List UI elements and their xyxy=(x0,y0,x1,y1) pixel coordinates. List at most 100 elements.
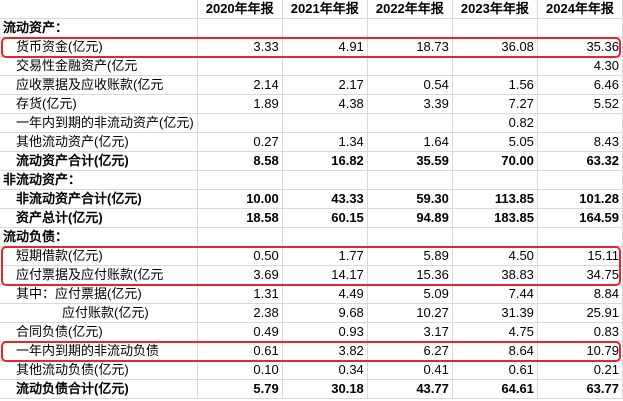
value-cell[interactable]: 2.14 xyxy=(197,75,283,95)
value-cell[interactable]: 1.77 xyxy=(282,246,368,266)
value-cell[interactable]: 1.89 xyxy=(197,94,283,114)
value-cell[interactable]: 7.27 xyxy=(452,94,538,114)
value-cell[interactable]: 60.15 xyxy=(282,208,368,228)
value-cell[interactable]: 5.89 xyxy=(367,246,453,266)
row-label-cell[interactable]: 一年内到期的非流动负债 xyxy=(0,341,198,361)
value-cell[interactable] xyxy=(197,170,283,190)
value-cell[interactable]: 1.56 xyxy=(452,75,538,95)
value-cell[interactable]: 34.75 xyxy=(537,265,623,285)
value-cell[interactable]: 0.27 xyxy=(197,132,283,152)
value-cell[interactable]: 8.64 xyxy=(452,341,538,361)
year-header-cell[interactable]: 2020年年报 xyxy=(197,0,283,19)
value-cell[interactable]: 8.58 xyxy=(197,151,283,171)
value-cell[interactable]: 2.38 xyxy=(197,303,283,323)
row-label-cell[interactable]: 合同负债(亿元) xyxy=(0,322,198,342)
value-cell[interactable]: 0.21 xyxy=(537,360,623,380)
value-cell[interactable] xyxy=(367,113,453,133)
row-label-cell[interactable]: 流动负债合计(亿元) xyxy=(0,379,198,399)
row-label-cell[interactable]: 一年内到期的非流动资产(亿元) xyxy=(0,113,198,133)
value-cell[interactable] xyxy=(367,227,453,247)
value-cell[interactable]: 0.61 xyxy=(452,360,538,380)
value-cell[interactable]: 0.82 xyxy=(452,113,538,133)
value-cell[interactable]: 94.89 xyxy=(367,208,453,228)
value-cell[interactable]: 15.11 xyxy=(537,246,623,266)
row-label-cell[interactable]: 货币资金(亿元) xyxy=(0,37,198,57)
value-cell[interactable]: 70.00 xyxy=(452,151,538,171)
value-cell[interactable]: 0.50 xyxy=(197,246,283,266)
value-cell[interactable] xyxy=(197,113,283,133)
value-cell[interactable]: 63.77 xyxy=(537,379,623,399)
value-cell[interactable]: 18.58 xyxy=(197,208,283,228)
value-cell[interactable]: 4.38 xyxy=(282,94,368,114)
row-label-cell[interactable]: 应付票据及应付账款(亿元 xyxy=(0,265,198,285)
value-cell[interactable]: 0.61 xyxy=(197,341,283,361)
value-cell[interactable] xyxy=(452,170,538,190)
value-cell[interactable]: 36.08 xyxy=(452,37,538,57)
value-cell[interactable]: 3.17 xyxy=(367,322,453,342)
value-cell[interactable]: 4.75 xyxy=(452,322,538,342)
value-cell[interactable]: 4.49 xyxy=(282,284,368,304)
value-cell[interactable]: 0.54 xyxy=(367,75,453,95)
row-label-cell[interactable]: 非流动资产： xyxy=(0,170,198,190)
value-cell[interactable] xyxy=(367,56,453,76)
value-cell[interactable]: 10.00 xyxy=(197,189,283,209)
value-cell[interactable]: 31.39 xyxy=(452,303,538,323)
row-label-cell[interactable]: 非流动资产合计(亿元) xyxy=(0,189,198,209)
value-cell[interactable]: 8.43 xyxy=(537,132,623,152)
value-cell[interactable]: 38.83 xyxy=(452,265,538,285)
value-cell[interactable]: 6.46 xyxy=(537,75,623,95)
value-cell[interactable]: 1.31 xyxy=(197,284,283,304)
value-cell[interactable]: 4.30 xyxy=(537,56,623,76)
value-cell[interactable]: 14.17 xyxy=(282,265,368,285)
value-cell[interactable] xyxy=(452,56,538,76)
value-cell[interactable]: 25.91 xyxy=(537,303,623,323)
value-cell[interactable] xyxy=(197,18,283,38)
value-cell[interactable]: 7.44 xyxy=(452,284,538,304)
value-cell[interactable] xyxy=(197,227,283,247)
value-cell[interactable]: 16.82 xyxy=(282,151,368,171)
value-cell[interactable]: 3.82 xyxy=(282,341,368,361)
row-label-cell[interactable]: 存货(亿元) xyxy=(0,94,198,114)
value-cell[interactable]: 101.28 xyxy=(537,189,623,209)
value-cell[interactable]: 59.30 xyxy=(367,189,453,209)
value-cell[interactable]: 15.36 xyxy=(367,265,453,285)
value-cell[interactable]: 35.59 xyxy=(367,151,453,171)
value-cell[interactable] xyxy=(197,56,283,76)
row-label-cell[interactable]: 其他流动负债(亿元) xyxy=(0,360,198,380)
value-cell[interactable]: 35.36 xyxy=(537,37,623,57)
row-label-cell[interactable]: 短期借款(亿元) xyxy=(0,246,198,266)
value-cell[interactable]: 164.59 xyxy=(537,208,623,228)
value-cell[interactable]: 3.69 xyxy=(197,265,283,285)
value-cell[interactable]: 4.91 xyxy=(282,37,368,57)
value-cell[interactable] xyxy=(537,18,623,38)
value-cell[interactable] xyxy=(537,227,623,247)
value-cell[interactable]: 1.34 xyxy=(282,132,368,152)
row-label-cell[interactable]: 应收票据及应收账款(亿元 xyxy=(0,75,198,95)
year-header-cell[interactable]: 2023年年报 xyxy=(452,0,538,19)
year-header-cell[interactable]: 2024年年报 xyxy=(537,0,623,19)
value-cell[interactable]: 5.09 xyxy=(367,284,453,304)
row-label-cell[interactable]: 流动资产合计(亿元) xyxy=(0,151,198,171)
value-cell[interactable] xyxy=(452,227,538,247)
value-cell[interactable]: 43.33 xyxy=(282,189,368,209)
row-label-cell[interactable]: 流动资产： xyxy=(0,18,198,38)
value-cell[interactable]: 2.17 xyxy=(282,75,368,95)
row-label-cell[interactable]: 流动负债： xyxy=(0,227,198,247)
row-label-cell[interactable]: 资产总计(亿元) xyxy=(0,208,198,228)
value-cell[interactable] xyxy=(367,170,453,190)
year-header-cell[interactable]: 2022年年报 xyxy=(367,0,453,19)
value-cell[interactable]: 0.34 xyxy=(282,360,368,380)
value-cell[interactable] xyxy=(282,113,368,133)
value-cell[interactable]: 0.41 xyxy=(367,360,453,380)
value-cell[interactable]: 1.64 xyxy=(367,132,453,152)
year-header-cell[interactable]: 2021年年报 xyxy=(282,0,368,19)
value-cell[interactable]: 0.49 xyxy=(197,322,283,342)
value-cell[interactable]: 18.73 xyxy=(367,37,453,57)
row-label-cell[interactable]: 应付账款(亿元) xyxy=(0,303,198,323)
value-cell[interactable] xyxy=(282,18,368,38)
value-cell[interactable] xyxy=(282,227,368,247)
value-cell[interactable]: 64.61 xyxy=(452,379,538,399)
value-cell[interactable] xyxy=(452,18,538,38)
value-cell[interactable]: 6.27 xyxy=(367,341,453,361)
value-cell[interactable]: 43.77 xyxy=(367,379,453,399)
